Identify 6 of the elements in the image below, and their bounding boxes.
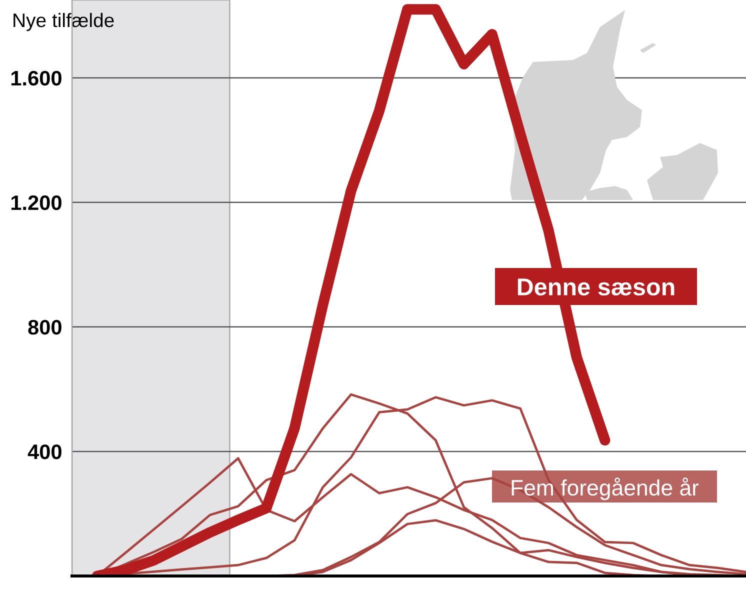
y-tick-label: 1.600 [11, 70, 62, 86]
series-label: Denne sæson [518, 278, 674, 296]
y-axis-title: Nye tilfælde [14, 12, 114, 32]
y-tick-label: 400 [28, 444, 62, 460]
y-tick-label: 800 [28, 320, 62, 335]
y-tick-label: 1.200 [11, 195, 62, 210]
